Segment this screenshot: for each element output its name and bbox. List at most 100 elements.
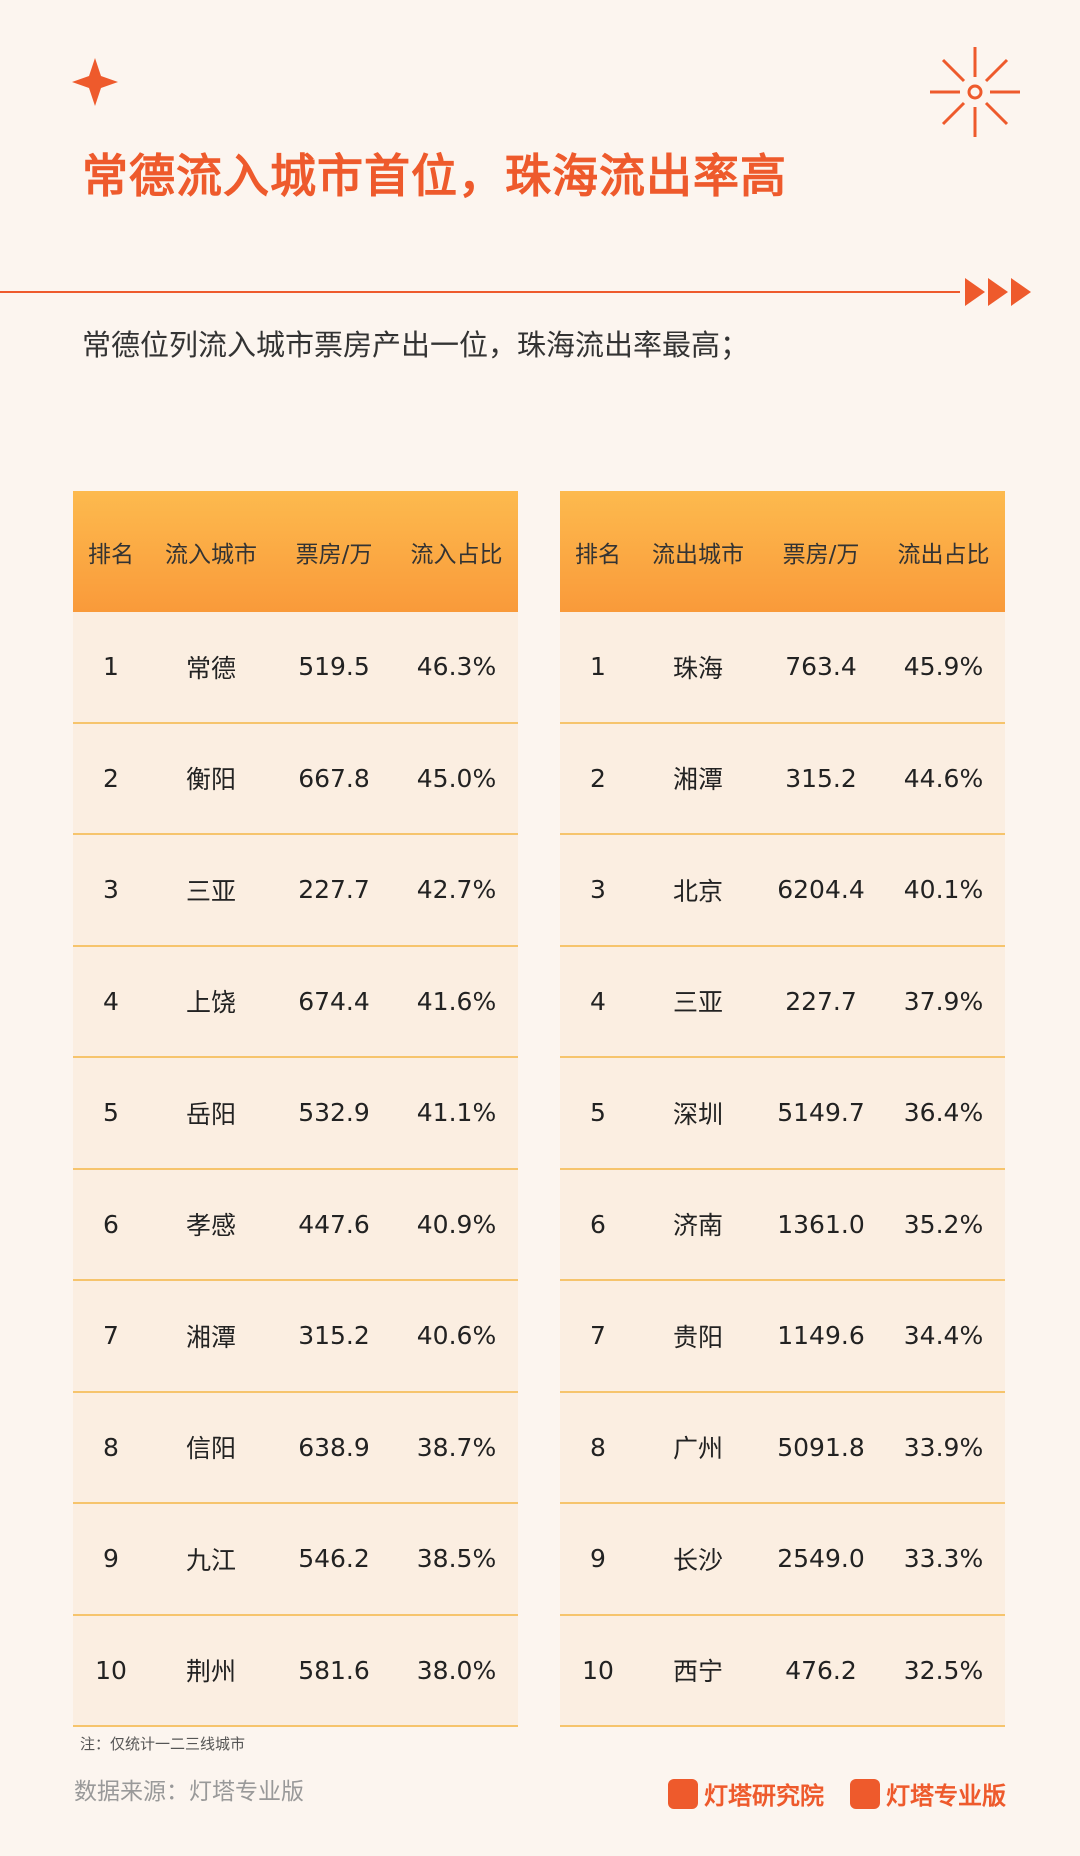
title: 常德流入城市首位，珠海流出率高 (82, 149, 787, 203)
column-header: 流出占比 (882, 491, 1005, 612)
cell: 38.5% (395, 1503, 518, 1616)
cell: 1 (73, 612, 149, 724)
data-table: 排名 流出城市 票房/万 流出占比 1 珠海 763.4 45.9% 2 湘潭 315.2 44.6%… (560, 491, 1005, 1727)
column-header: 流出城市 (636, 491, 760, 612)
cell: 4 (73, 945, 149, 1058)
cell: 42.7% (395, 834, 518, 947)
cell: 5149.7 (760, 1057, 882, 1170)
cell: 湘潭 (636, 722, 760, 835)
logo: 灯塔专业版 (850, 1776, 1006, 1811)
cell: 36.4% (882, 1057, 1005, 1170)
cell: 上饶 (149, 945, 273, 1058)
cell: 3 (560, 834, 636, 947)
table-row: 1 珠海 763.4 45.9% (560, 612, 1005, 724)
subtitle: 常德位列流入城市票房产出一位，珠海流出率最高； (82, 328, 750, 362)
cell: 37.9% (882, 945, 1005, 1058)
cell: 九江 (149, 1503, 273, 1616)
cell: 315.2 (760, 722, 882, 835)
table-row: 4 上饶 674.4 41.6% (73, 945, 518, 1058)
cell: 7 (73, 1280, 149, 1393)
cell: 衡阳 (149, 722, 273, 835)
cell: 2549.0 (760, 1503, 882, 1616)
cell: 1361.0 (760, 1168, 882, 1281)
cell: 5091.8 (760, 1391, 882, 1504)
column-header: 排名 (560, 491, 636, 612)
cell: 33.3% (882, 1503, 1005, 1616)
table-row: 9 九江 546.2 38.5% (73, 1503, 518, 1616)
cell: 北京 (636, 834, 760, 947)
cell: 8 (73, 1391, 149, 1504)
table-row: 3 北京 6204.4 40.1% (560, 834, 1005, 947)
cell: 2 (560, 722, 636, 835)
cell: 763.4 (760, 612, 882, 724)
cell: 广州 (636, 1391, 760, 1504)
cell: 35.2% (882, 1168, 1005, 1281)
cell: 8 (560, 1391, 636, 1504)
cell: 7 (560, 1280, 636, 1393)
logo-text: 灯塔专业版 (886, 1782, 1006, 1810)
cell: 38.0% (395, 1614, 518, 1727)
table-row: 8 信阳 638.9 38.7% (73, 1391, 518, 1504)
source: 数据来源：灯塔专业版 (74, 1779, 304, 1805)
table-row: 1 常德 519.5 46.3% (73, 612, 518, 724)
cell: 667.8 (273, 722, 395, 835)
cell: 41.1% (395, 1057, 518, 1170)
table-row: 7 贵阳 1149.6 34.4% (560, 1280, 1005, 1393)
cell: 珠海 (636, 612, 760, 724)
cell: 5 (73, 1057, 149, 1170)
cell: 638.9 (273, 1391, 395, 1504)
cell: 1 (560, 612, 636, 724)
cell: 6 (560, 1168, 636, 1281)
table-row: 5 岳阳 532.9 41.1% (73, 1057, 518, 1170)
cell: 岳阳 (149, 1057, 273, 1170)
cell: 1149.6 (760, 1280, 882, 1393)
table-row: 10 西宁 476.2 32.5% (560, 1614, 1005, 1727)
cell: 长沙 (636, 1503, 760, 1616)
data-table: 排名 流入城市 票房/万 流入占比 1 常德 519.5 46.3% 2 衡阳 667.8 45.0%… (73, 491, 518, 1727)
cell: 447.6 (273, 1168, 395, 1281)
cell: 38.7% (395, 1391, 518, 1504)
cell: 674.4 (273, 945, 395, 1058)
cell: 6204.4 (760, 834, 882, 947)
table-row: 10 荆州 581.6 38.0% (73, 1614, 518, 1727)
cell: 40.9% (395, 1168, 518, 1281)
cell: 40.1% (882, 834, 1005, 947)
cell: 45.0% (395, 722, 518, 835)
table-row: 6 济南 1361.0 35.2% (560, 1168, 1005, 1281)
cell: 9 (560, 1503, 636, 1616)
table-row: 8 广州 5091.8 33.9% (560, 1391, 1005, 1504)
cell: 41.6% (395, 945, 518, 1058)
cell: 深圳 (636, 1057, 760, 1170)
cell: 2 (73, 722, 149, 835)
cell: 荆州 (149, 1614, 273, 1727)
cell: 9 (73, 1503, 149, 1616)
cell: 46.3% (395, 612, 518, 724)
column-header: 流入占比 (395, 491, 518, 612)
cell: 519.5 (273, 612, 395, 724)
cell: 孝感 (149, 1168, 273, 1281)
cell: 581.6 (273, 1614, 395, 1727)
cell: 常德 (149, 612, 273, 724)
table-row: 4 三亚 227.7 37.9% (560, 945, 1005, 1058)
cell: 10 (73, 1614, 149, 1727)
cell: 44.6% (882, 722, 1005, 835)
cell: 贵阳 (636, 1280, 760, 1393)
header-row: 排名 流入城市 票房/万 流入占比 (73, 491, 518, 612)
column-header: 票房/万 (273, 491, 395, 612)
cell: 476.2 (760, 1614, 882, 1727)
cell: 5 (560, 1057, 636, 1170)
cell: 315.2 (273, 1280, 395, 1393)
cell: 546.2 (273, 1503, 395, 1616)
cell: 三亚 (149, 834, 273, 947)
cell: 34.4% (882, 1280, 1005, 1393)
cell: 45.9% (882, 612, 1005, 724)
column-header: 票房/万 (760, 491, 882, 612)
table-row: 3 三亚 227.7 42.7% (73, 834, 518, 947)
column-header: 排名 (73, 491, 149, 612)
cell: 532.9 (273, 1057, 395, 1170)
cell: 227.7 (273, 834, 395, 947)
table-row: 9 长沙 2549.0 33.3% (560, 1503, 1005, 1616)
cell: 3 (73, 834, 149, 947)
cell: 10 (560, 1614, 636, 1727)
